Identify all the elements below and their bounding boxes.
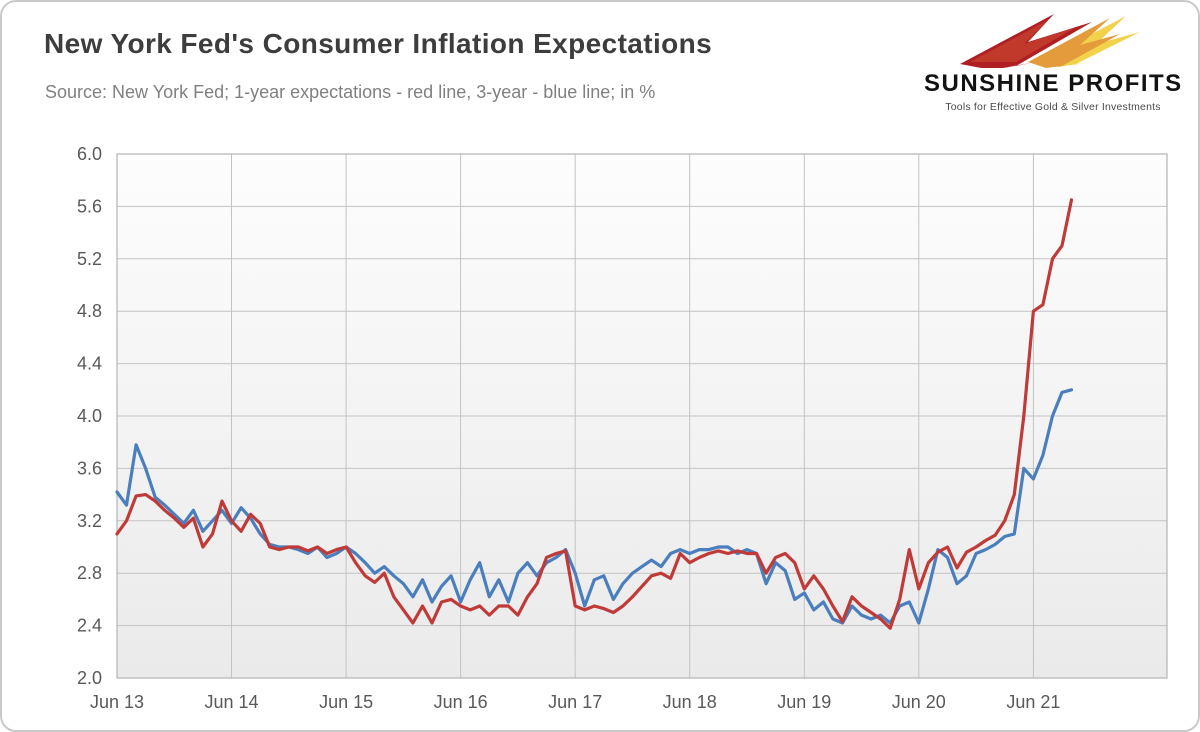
inflation-expectations-line-chart: 2.0 2.4 2.8 3.2 3.6 4.0 4.4 4.8 5.2 5.6 6.0 Jun 13 J… (77, 144, 1168, 712)
x-axis-tick-label: Jun 14 (204, 692, 258, 712)
y-axis-tick-label: 5.6 (77, 196, 102, 216)
x-axis-tick-label: Jun 20 (892, 692, 946, 712)
x-axis-tick-label: Jun 13 (90, 692, 144, 712)
y-axis-tick-label: 2.0 (77, 668, 102, 688)
y-axis-tick-label: 2.8 (77, 563, 102, 583)
series-line-1-year (115, 198, 1074, 630)
x-axis-tick-label: Jun 15 (319, 692, 373, 712)
x-axis-tick-label: Jun 19 (777, 692, 831, 712)
x-axis-tick-label: Jun 16 (434, 692, 488, 712)
source-note: Source: New York Fed; 1-year expectation… (45, 82, 656, 102)
y-axis-tick-label: 3.6 (77, 458, 102, 478)
series-line-3-year (115, 388, 1074, 625)
x-axis-tick-label: Jun 21 (1006, 692, 1060, 712)
plot-border (116, 153, 1168, 679)
y-axis-tick-label: 4.0 (77, 406, 102, 426)
y-axis-tick-label: 2.4 (77, 616, 102, 636)
logo-brand-text: SUNSHINE PROFITS (924, 70, 1183, 97)
sunshine-profits-logo: SUNSHINE PROFITS Tools for Effective Gol… (924, 12, 1182, 113)
y-axis-tick-label: 5.2 (77, 249, 102, 269)
page-title: New York Fed's Consumer Inflation Expect… (44, 28, 713, 59)
y-axis-tick-label: 6.0 (77, 144, 102, 164)
x-axis-tick-label: Jun 17 (548, 692, 602, 712)
y-axis-tick-label: 3.2 (77, 511, 102, 531)
lightning-bolt-icon (960, 14, 1140, 68)
logo-tagline: Tools for Effective Gold & Silver Invest… (945, 101, 1161, 113)
x-axis-tick-label: Jun 18 (663, 692, 717, 712)
y-axis-tick-label: 4.4 (77, 354, 102, 374)
y-axis-tick-label: 4.8 (77, 301, 102, 321)
